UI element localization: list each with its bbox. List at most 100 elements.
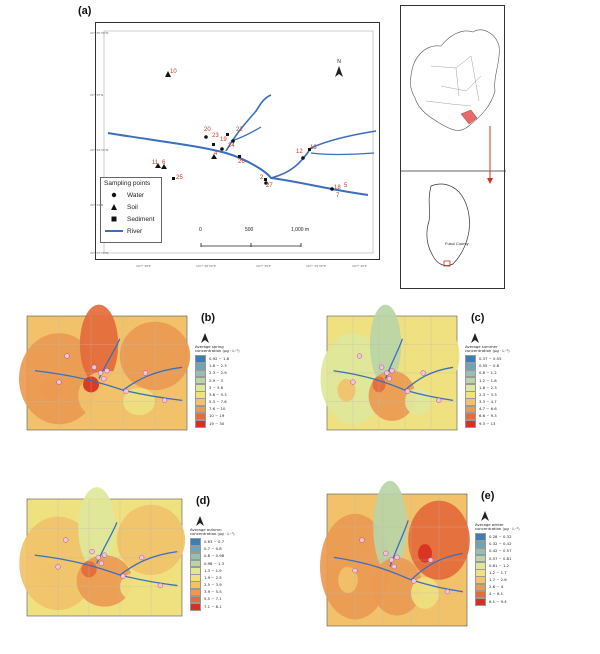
concentration-zone — [338, 566, 358, 593]
legend-class-label: 3.9 ~ 5.5 — [204, 589, 222, 595]
point-label: 25 — [176, 175, 183, 181]
legend-class-label: 0.57 ~ 0.81 — [489, 555, 512, 561]
legend-class-label: 6.6 ~ 9.3 — [479, 413, 497, 419]
point-label: 7 — [336, 193, 340, 199]
legend-class-label: 1.3 ~ 1.9 — [204, 567, 222, 573]
legend-class-label: 9.3 ~ 13 — [479, 420, 496, 426]
legend-class-label: 0.81 ~ 1.2 — [489, 562, 510, 568]
sample-point — [394, 554, 400, 560]
panel-b: (b) Average spring concentration (μg · L⁻… — [5, 300, 315, 442]
legend-swatch — [465, 398, 476, 406]
point-label: 5 — [344, 183, 348, 189]
legend-swatch — [465, 412, 476, 421]
legend-class-label: 2.6 ~ 4 — [489, 584, 504, 590]
legend-class-label: 0.63 ~ 0.7 — [204, 538, 225, 544]
legend-class: 1.8 ~ 2.3 — [195, 362, 250, 371]
legend-class-label: 4.7 ~ 6.6 — [479, 406, 497, 412]
legend-class: 1.9 ~ 2.5 — [190, 574, 245, 582]
legend-class-label: 2.3 ~ 3.3 — [479, 391, 497, 397]
point-water-marker — [204, 135, 208, 139]
legend-class: 0.57 ~ 0.81 — [475, 554, 530, 563]
legend-class: 4.7 ~ 6.6 — [465, 405, 520, 414]
sample-point — [378, 364, 385, 370]
fusui-county-outline — [426, 183, 470, 266]
legend-class: 10 ~ 19 — [195, 412, 250, 421]
legend-swatch — [475, 562, 486, 570]
concentration-zone — [371, 557, 423, 616]
sample-point — [91, 364, 97, 370]
legend-class: 3.6 ~ 5.3 — [195, 391, 250, 399]
legend-class: 1.2 ~ 1.8 — [465, 376, 520, 385]
legend-class: 1.8 ~ 2.3 — [465, 384, 520, 392]
sample-point — [386, 376, 393, 382]
legend-class-label: 0.42 ~ 0.57 — [489, 548, 512, 554]
panel-a-map-svg — [103, 30, 377, 254]
legend-class: 0.32 ~ 0.42 — [475, 540, 530, 549]
lat-tick: 22° 33'30"N — [90, 251, 109, 255]
river-line — [34, 554, 178, 587]
sample-point — [383, 550, 389, 557]
point-label: 13 — [310, 145, 317, 151]
lat-tick: 22° 34'30"N — [90, 148, 109, 152]
legend-class: 6.1 ~ 9.4 — [475, 598, 530, 606]
legend-title: Sampling points — [104, 180, 151, 187]
legend-class-label: 3.3 ~ 4.7 — [479, 399, 497, 405]
lon-tick: 107° 38'30"E — [196, 264, 216, 268]
lat-tick: 22° 35'N — [90, 93, 104, 97]
legend-class: 0.8 ~ 0.98 — [190, 552, 245, 561]
sample-point — [384, 370, 390, 376]
concentration-zone — [39, 563, 62, 587]
legend-class: 1.3 ~ 1.9 — [190, 567, 245, 575]
legend-swatch — [475, 540, 486, 549]
legend-class-label: 5.3 ~ 7.6 — [209, 399, 227, 405]
legend-class-label: 5.5 ~ 7.1 — [204, 596, 222, 602]
sampling-legend: Sampling points Water Soil Sediment Rive… — [100, 177, 162, 243]
legend-class: 0.81 ~ 1.2 — [475, 562, 530, 570]
point-sediment-marker — [212, 143, 215, 146]
sample-point — [56, 379, 62, 385]
concentration-legend-b: Average spring concentration (μg · L⁻¹) 0… — [195, 344, 250, 428]
legend-class: 0.8 ~ 1.2 — [465, 369, 520, 378]
legend-class: 2.3 ~ 2.9 — [195, 369, 250, 378]
legend-swatch — [475, 554, 486, 563]
contour-map-d — [19, 487, 186, 617]
sample-point — [162, 397, 168, 403]
point-label: 2 — [260, 175, 264, 181]
point-label: 24 — [228, 143, 235, 149]
legend-class: 0.42 ~ 0.57 — [475, 547, 530, 556]
legend-swatch — [190, 595, 201, 604]
legend-class-label: 0.28 ~ 0.32 — [489, 533, 512, 539]
sample-point — [350, 379, 356, 385]
panel-a-letter: (a) — [78, 5, 92, 17]
legend-class: 5.5 ~ 7.1 — [190, 595, 245, 604]
concentration-legend-d: Average autumn concentration (μg · L⁻¹) 0… — [190, 527, 245, 611]
north-arrow-icon — [196, 513, 204, 531]
sample-point — [89, 549, 95, 555]
legend-item-water: Water — [101, 189, 161, 201]
river-north — [225, 94, 272, 152]
legend-swatch — [465, 391, 476, 399]
legend-class-label: 7.1 ~ 8.1 — [204, 603, 222, 609]
river-line — [404, 366, 454, 391]
concentration-zone — [337, 378, 356, 402]
legend-class: 0.28 ~ 0.32 — [475, 533, 530, 541]
panel-c: (c) Average summer concentration (μg · L⁻… — [305, 300, 585, 442]
sample-point — [427, 557, 434, 563]
legend-class: 4 ~ 6.1 — [475, 590, 530, 599]
legend-swatch — [475, 576, 486, 584]
panel-e: (e) Average winter concentration (μg · L⁻… — [305, 478, 595, 638]
legend-class-label: 1.2 ~ 1.8 — [479, 377, 497, 383]
lon-tick: 107° 39'30"E — [306, 264, 326, 268]
legend-swatch — [195, 369, 206, 378]
legend-swatch — [190, 603, 201, 611]
legend-swatch — [465, 369, 476, 378]
sample-point — [404, 388, 411, 394]
legend-class-label: 0.32 ~ 0.42 — [489, 541, 512, 547]
panel-a-main-map: 10 20 23 22 19 24 4 26 11 6 25 2 27 12 1… — [90, 22, 380, 268]
legend-class: 5.3 ~ 7.6 — [195, 398, 250, 406]
legend-swatch — [465, 405, 476, 414]
legend-class-label: 3.6 ~ 5.3 — [209, 391, 227, 397]
legend-class: 3 ~ 3.6 — [195, 384, 250, 392]
inset-county-label: Fusui County — [445, 241, 469, 246]
point-10-marker — [165, 71, 171, 77]
